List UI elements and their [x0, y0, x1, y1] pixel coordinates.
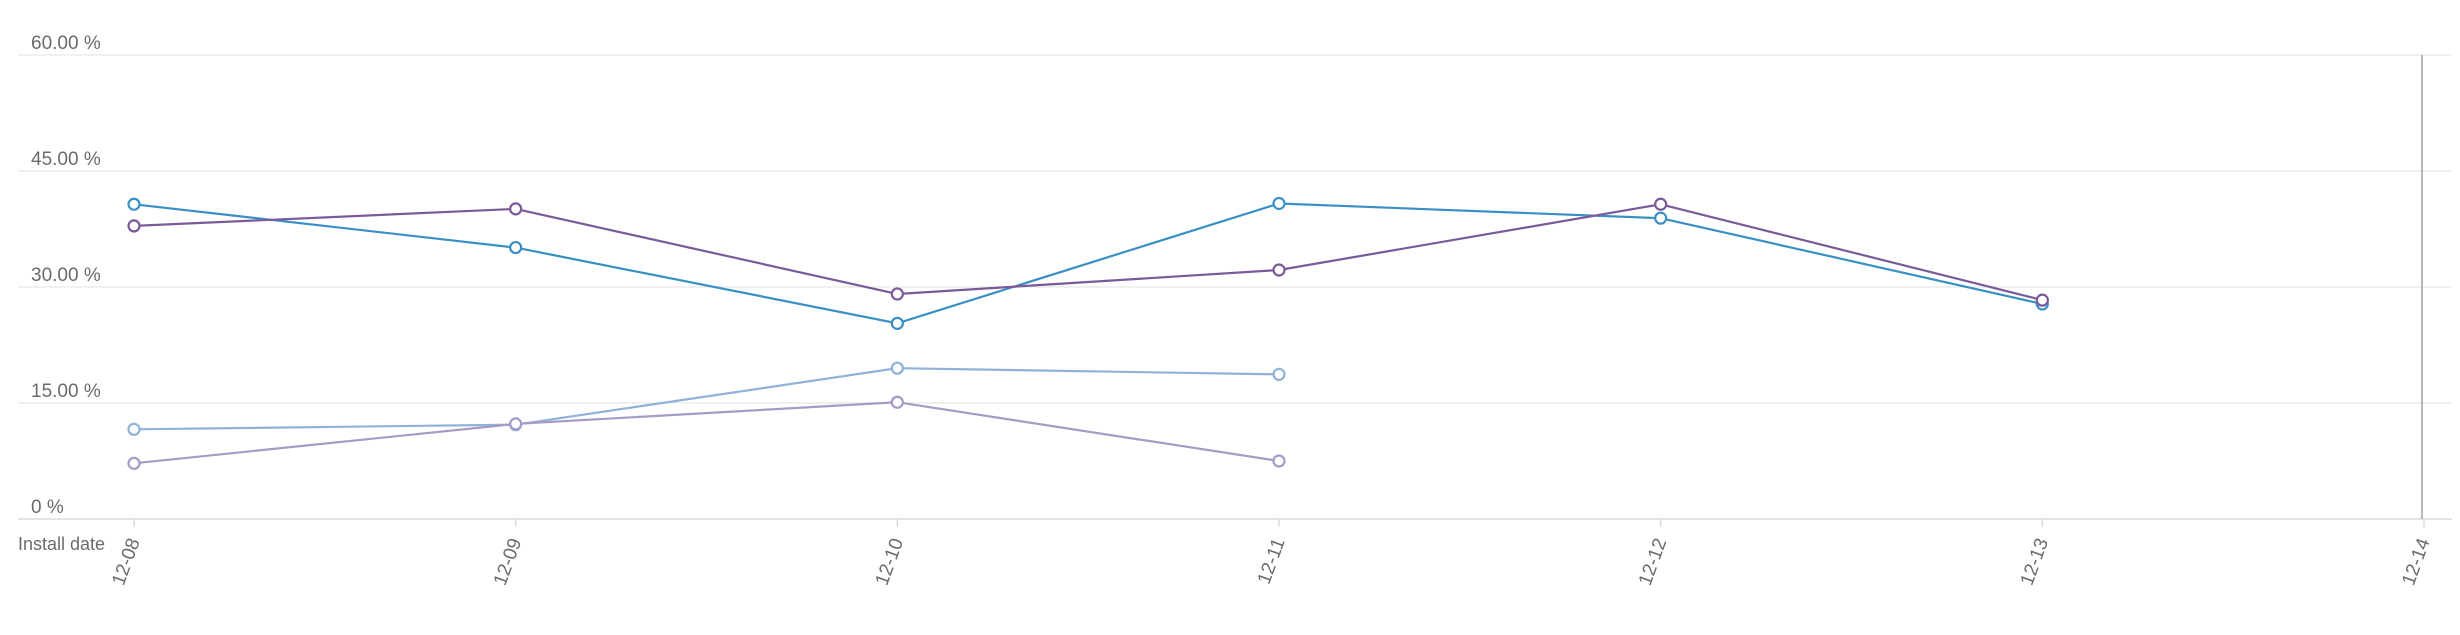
data-point[interactable] [890, 395, 904, 409]
data-point[interactable] [890, 316, 904, 330]
data-point[interactable] [127, 219, 141, 233]
x-axis-label: Install date [18, 534, 105, 554]
data-point[interactable] [890, 287, 904, 301]
x-tick-label: 12-10 [872, 536, 908, 589]
data-point[interactable] [509, 240, 523, 255]
x-tick-label: 12-11 [1254, 536, 1290, 588]
series-line-4 [133, 401, 1280, 465]
x-tick-label: 12-14 [2398, 535, 2435, 588]
x-tick-label: 12-13 [2017, 536, 2053, 589]
y-tick-label: 45.00 % [31, 149, 101, 170]
data-point[interactable] [1654, 197, 1668, 211]
data-point[interactable] [1272, 454, 1286, 468]
y-tick-label: 30.00 % [31, 265, 101, 286]
x-tick-label: 12-09 [490, 536, 526, 589]
data-point[interactable] [2035, 293, 2049, 307]
x-tick-label: 12-08 [108, 536, 144, 589]
y-axis-ticks: 0 % 15.00 % 30.00 % 45.00 % 60.00 % [31, 33, 101, 518]
data-point[interactable] [509, 202, 523, 216]
data-point[interactable] [1272, 263, 1286, 277]
data-point[interactable] [127, 422, 141, 436]
y-tick-label: 0 % [31, 497, 64, 518]
x-tick-label: 12-12 [1635, 536, 1671, 589]
y-tick-label: 15.00 % [31, 381, 101, 402]
series-lines [133, 202, 2043, 465]
data-point[interactable] [1272, 196, 1286, 211]
series-line-1 [133, 202, 2043, 325]
series-line-3 [133, 367, 1280, 431]
data-point[interactable] [1654, 211, 1668, 225]
x-axis-ticks: 12-08 12-09 12-10 12-11 12-12 12-13 12-14 [108, 519, 2435, 588]
data-point[interactable] [890, 361, 904, 375]
series-line-2 [133, 203, 2043, 302]
gridlines [18, 54, 2452, 520]
data-point[interactable] [127, 197, 141, 211]
data-point[interactable] [1272, 367, 1286, 381]
y-tick-label: 60.00 % [31, 33, 101, 54]
data-point[interactable] [127, 456, 141, 470]
series-points [127, 196, 2049, 470]
data-point[interactable] [509, 417, 523, 431]
